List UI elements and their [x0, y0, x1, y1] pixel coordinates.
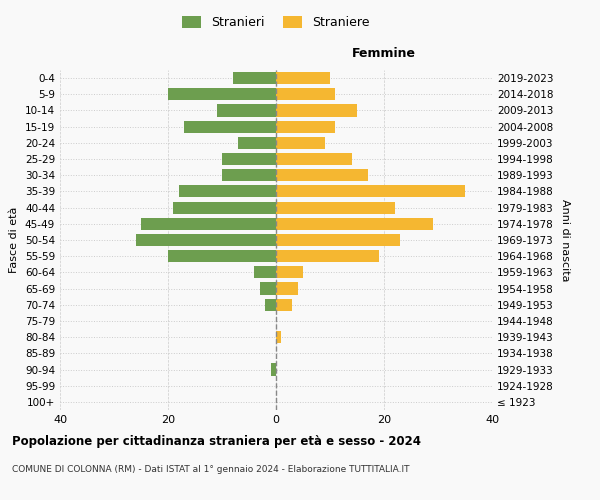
Bar [222, 169, 276, 181]
Bar [233, 72, 276, 84]
Text: COMUNE DI COLONNA (RM) - Dati ISTAT al 1° gennaio 2024 - Elaborazione TUTTITALIA: COMUNE DI COLONNA (RM) - Dati ISTAT al 1… [12, 465, 409, 474]
Bar [276, 137, 325, 149]
Bar [276, 250, 379, 262]
Bar [254, 266, 276, 278]
Y-axis label: Fasce di età: Fasce di età [10, 207, 19, 273]
Bar [276, 331, 281, 343]
Bar [141, 218, 276, 230]
Bar [136, 234, 276, 246]
Bar [265, 298, 276, 311]
Bar [276, 282, 298, 294]
Legend: Stranieri, Straniere: Stranieri, Straniere [178, 11, 374, 34]
Bar [276, 234, 400, 246]
Bar [276, 298, 292, 311]
Bar [179, 186, 276, 198]
Y-axis label: Anni di nascita: Anni di nascita [560, 198, 570, 281]
Bar [184, 120, 276, 132]
Bar [276, 72, 330, 84]
Bar [276, 88, 335, 101]
Bar [173, 202, 276, 213]
Bar [276, 120, 335, 132]
Text: Femmine: Femmine [352, 47, 416, 60]
Bar [168, 88, 276, 101]
Bar [276, 186, 465, 198]
Bar [276, 153, 352, 165]
Bar [238, 137, 276, 149]
Bar [276, 104, 357, 117]
Bar [260, 282, 276, 294]
Bar [168, 250, 276, 262]
Bar [217, 104, 276, 117]
Bar [276, 169, 368, 181]
Bar [276, 202, 395, 213]
Text: Popolazione per cittadinanza straniera per età e sesso - 2024: Popolazione per cittadinanza straniera p… [12, 435, 421, 448]
Bar [222, 153, 276, 165]
Bar [276, 218, 433, 230]
Bar [276, 266, 303, 278]
Bar [271, 364, 276, 376]
